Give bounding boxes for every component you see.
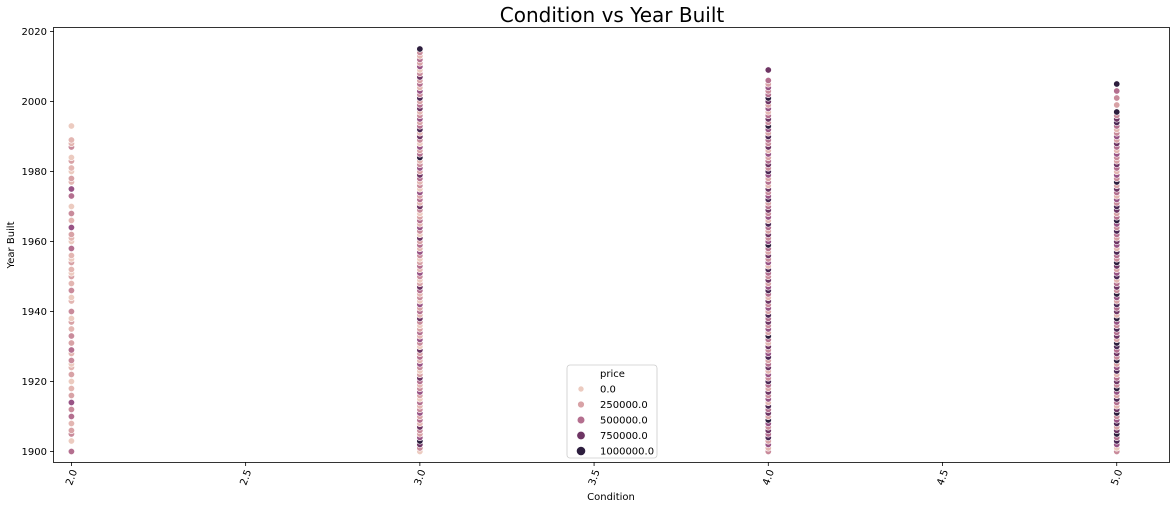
data-point: [67, 210, 75, 218]
y-tick-label: 1940: [22, 307, 47, 318]
plot-area-frame: [53, 27, 1170, 463]
data-point: [67, 175, 75, 183]
x-tick-label: 3.5: [587, 468, 603, 487]
data-point: [67, 437, 75, 445]
data-point: [67, 136, 75, 144]
data-point: [67, 224, 75, 232]
x-tick-label: 2.5: [239, 468, 255, 487]
data-point: [67, 384, 75, 392]
y-tick-label: 2000: [22, 97, 47, 108]
legend: price 0.0 250000.0 500000.0 750000.0 1000000…: [566, 364, 658, 459]
data-point: [1113, 80, 1121, 88]
y-tick-label: 1980: [22, 167, 47, 178]
data-point: [67, 412, 75, 420]
data-point: [67, 325, 75, 333]
legend-entries: 0.0 250000.0 500000.0 750000.0 1000000.0: [576, 385, 654, 458]
legend-marker: [577, 400, 585, 409]
data-point: [67, 265, 75, 273]
data-point: [1113, 87, 1121, 95]
legend-label: 0.0: [600, 385, 616, 396]
x-tick-label: 3.0: [413, 468, 429, 487]
legend-label: 500000.0: [600, 416, 648, 427]
x-tick-label: 4.0: [761, 468, 777, 487]
legend-marker: [577, 385, 585, 393]
data-point: [67, 252, 75, 260]
data-point: [67, 164, 75, 172]
data-point: [1113, 94, 1121, 102]
legend-marker: [576, 446, 586, 456]
x-tick-label: 4.5: [935, 468, 951, 487]
x-axis-label: Condition: [587, 492, 635, 503]
data-point: [67, 154, 75, 162]
data-point: [67, 293, 75, 301]
data-point: [67, 307, 75, 315]
y-axis: 1900 1920 1940 1960 1980 2000 2020: [22, 27, 54, 458]
data-point: [67, 339, 75, 347]
y-tick-label: 1960: [22, 237, 47, 248]
chart-title: Condition vs Year Built: [500, 3, 725, 27]
legend-label: 250000.0: [600, 400, 648, 411]
data-points: [67, 45, 1121, 455]
data-point: [67, 377, 75, 385]
data-point: [67, 279, 75, 287]
data-point: [67, 447, 75, 455]
data-point: [67, 398, 75, 406]
legend-label: 750000.0: [600, 431, 648, 442]
y-tick-label: 1900: [22, 447, 47, 458]
data-point: [67, 203, 75, 211]
data-point: [67, 356, 75, 364]
data-point: [416, 45, 424, 53]
data-point: [67, 286, 75, 294]
data-point: [67, 185, 75, 193]
y-tick-label: 2020: [22, 27, 47, 38]
data-point: [67, 217, 75, 225]
data-point: [67, 245, 75, 253]
data-point: [67, 370, 75, 378]
data-point: [764, 77, 772, 85]
data-point: [67, 391, 75, 399]
legend-marker: [576, 415, 586, 425]
data-point: [764, 66, 772, 74]
data-point: [67, 419, 75, 427]
legend-title: price: [600, 369, 625, 380]
data-point: [1113, 101, 1121, 109]
data-point: [67, 231, 75, 239]
data-point: [67, 346, 75, 354]
legend-box: [566, 364, 658, 459]
y-tick-label: 1920: [22, 377, 47, 388]
legend-label: 1000000.0: [600, 447, 654, 458]
x-tick-label: 5.0: [1110, 468, 1126, 487]
x-axis: 2.0 2.5 3.0 3.5 4.0 4.5 5.0: [64, 462, 1125, 487]
data-point: [67, 426, 75, 434]
y-axis-label: Year Built: [6, 221, 17, 269]
data-point: [1113, 108, 1121, 116]
data-point: [67, 314, 75, 322]
data-point: [67, 332, 75, 340]
data-point: [67, 122, 75, 130]
data-point: [67, 192, 75, 200]
legend-marker: [576, 430, 586, 440]
x-tick-label: 2.0: [64, 468, 80, 487]
data-point: [67, 405, 75, 413]
